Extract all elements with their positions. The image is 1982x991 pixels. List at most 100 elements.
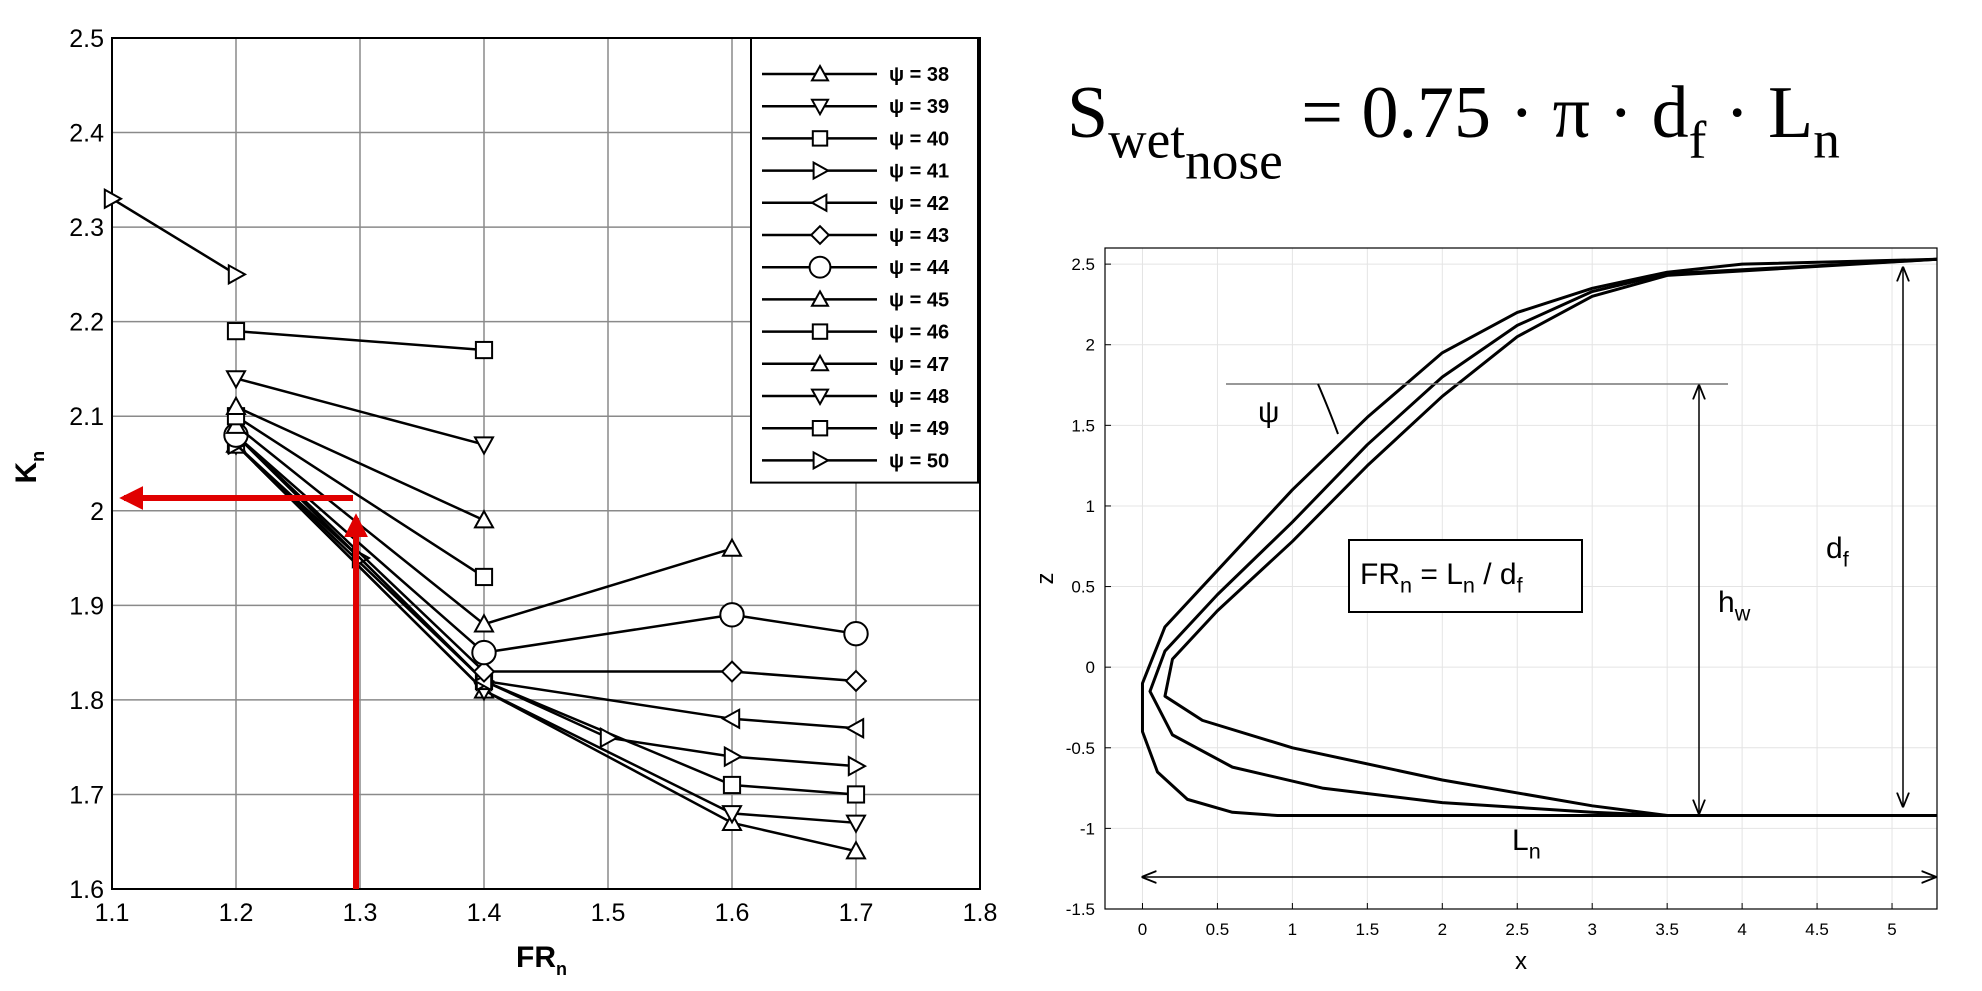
marker <box>599 727 620 749</box>
marker <box>810 98 830 117</box>
hw-label: hw <box>1718 586 1751 625</box>
marker <box>847 755 868 777</box>
y-tick-label: 2.2 <box>69 309 104 337</box>
x-tick-label: 3.5 <box>1655 920 1679 939</box>
fr-formula: FRn = Ln / df <box>1360 558 1524 597</box>
legend-box <box>750 37 979 484</box>
text-part: f <box>1689 111 1707 170</box>
x-tick-label: 0 <box>1138 920 1147 939</box>
series-line <box>235 434 857 730</box>
legend-label: ψ = 42 <box>889 193 949 215</box>
x-tick-label: 3 <box>1587 920 1596 939</box>
series-line <box>235 443 857 825</box>
text-part: w <box>1734 600 1751 625</box>
marker <box>225 395 247 415</box>
legend-label: ψ = 45 <box>889 289 949 311</box>
series-line <box>235 434 857 654</box>
y-tick-label: 1 <box>1086 497 1095 516</box>
marker <box>810 63 830 82</box>
series-line <box>111 197 237 276</box>
y-tick-label: 0.5 <box>1071 578 1095 597</box>
legend-label: ψ = 48 <box>889 386 949 408</box>
x-tick-label: 2 <box>1438 920 1447 939</box>
text-part: nose <box>1185 131 1283 190</box>
marker <box>811 420 829 437</box>
y-tick-label: 2.3 <box>69 214 104 242</box>
psi-label: ψ <box>1258 396 1279 429</box>
series-line <box>235 405 485 522</box>
x-tick-label: 1.6 <box>715 899 750 927</box>
marker <box>844 669 868 693</box>
marker <box>473 509 495 529</box>
marker <box>809 224 831 246</box>
y-tick-label: 1.8 <box>69 687 104 715</box>
marker <box>844 717 865 739</box>
nose-curve <box>1148 257 1938 817</box>
text-part: FR <box>1360 558 1400 591</box>
legend-label: ψ = 47 <box>889 354 949 376</box>
x-tick-label: 1.5 <box>1356 920 1380 939</box>
x-tick-label: 1.5 <box>591 899 626 927</box>
marker <box>471 639 497 666</box>
y-tick-label: 2.4 <box>69 120 104 148</box>
legend-label: ψ = 39 <box>889 96 949 118</box>
text-part: f <box>1517 572 1524 597</box>
series-line <box>235 434 857 683</box>
y-tick-label: 0 <box>1086 658 1095 677</box>
formula: Swetnose = 0.75 · π · df · Ln <box>1067 72 1840 190</box>
y-tick-label: 2 <box>90 498 104 526</box>
text-part: n <box>1463 572 1475 597</box>
series-line <box>235 377 485 446</box>
x-axis-label: x <box>1515 948 1527 975</box>
x-tick-label: 1.8 <box>963 899 998 927</box>
text-part: d <box>1826 532 1843 565</box>
y-tick-label: 1.9 <box>69 592 104 620</box>
ln-label: Ln <box>1512 824 1541 863</box>
y-tick-label: 2 <box>1086 336 1095 355</box>
y-tick-label: 2.5 <box>69 25 104 53</box>
marker <box>811 323 829 340</box>
marker <box>720 660 744 683</box>
marker <box>227 263 248 286</box>
x-tick-label: 1.2 <box>219 899 254 927</box>
marker <box>722 775 742 795</box>
marker <box>812 450 831 471</box>
x-tick-label: 1.7 <box>839 899 874 927</box>
y-tick-label: -1 <box>1080 819 1095 838</box>
text-part: f <box>1843 546 1850 571</box>
marker <box>472 660 496 683</box>
y-tick-label: 1.6 <box>69 876 104 904</box>
text-part: n <box>1400 572 1412 597</box>
text-part: n <box>1529 838 1541 863</box>
marker <box>846 785 866 804</box>
nose-curve <box>1140 257 1938 817</box>
df-label: df <box>1826 532 1850 571</box>
plot-frame <box>1104 247 1938 910</box>
legend-label: ψ = 44 <box>889 257 950 279</box>
series-line <box>235 415 485 579</box>
text-part: K <box>10 462 43 484</box>
x-axis-label: FRn <box>516 941 567 979</box>
y-tick-label: 1.5 <box>1071 416 1095 435</box>
marker <box>473 613 495 633</box>
text-part: = L <box>1412 558 1463 591</box>
legend-label: ψ = 40 <box>889 128 949 150</box>
marker <box>808 255 832 279</box>
marker <box>809 193 828 213</box>
x-tick-label: 5 <box>1887 920 1896 939</box>
legend-label: ψ = 50 <box>889 450 949 472</box>
plot-frame <box>111 37 981 890</box>
x-tick-label: 4.5 <box>1805 920 1829 939</box>
marker <box>723 745 744 768</box>
marker <box>810 388 830 407</box>
marker <box>811 130 829 147</box>
x-tick-label: 0.5 <box>1206 920 1230 939</box>
marker <box>721 537 743 557</box>
text-part: n <box>1813 111 1840 170</box>
marker <box>720 708 741 730</box>
series-line <box>235 329 485 352</box>
marker <box>845 840 867 860</box>
legend-label: ψ = 49 <box>889 418 949 440</box>
